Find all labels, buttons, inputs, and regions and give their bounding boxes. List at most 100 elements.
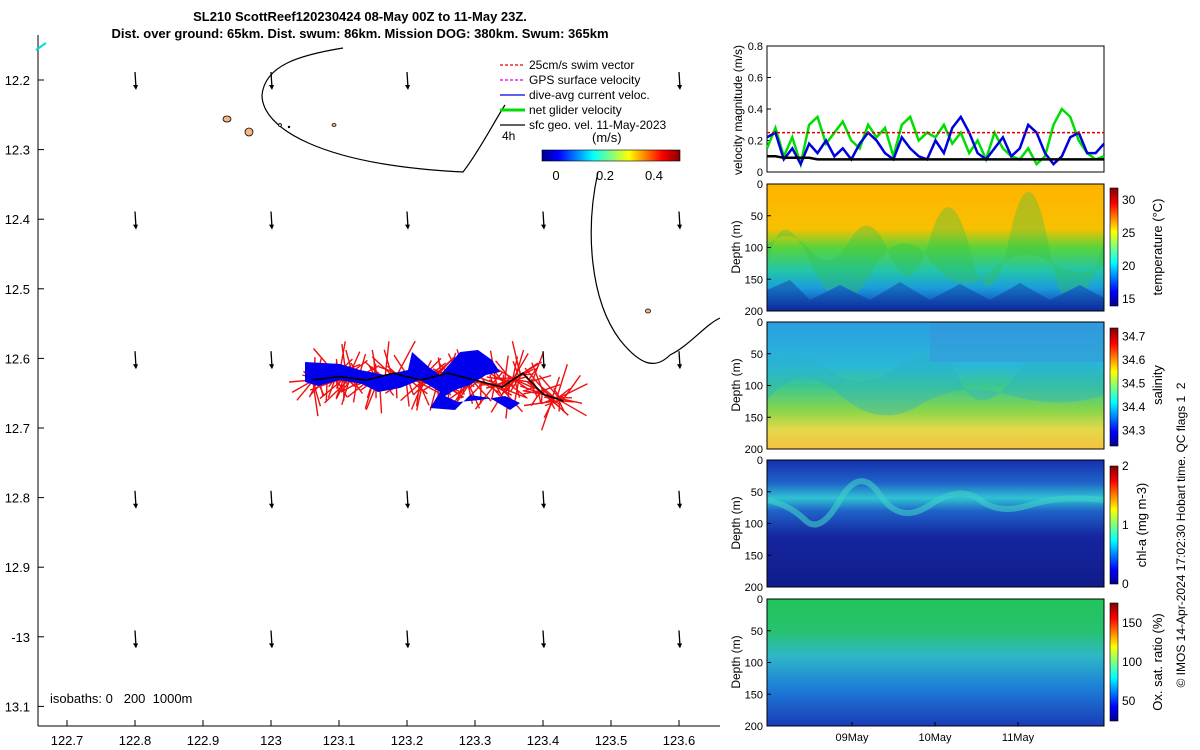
depth-tick-label: 50 (751, 487, 763, 499)
depth-tick-label: 200 (745, 582, 763, 594)
map-x-tick-label: 122.8 (119, 733, 152, 748)
map-x-tick-label: 123.4 (527, 733, 560, 748)
swim-vector (501, 374, 505, 388)
map-y-tick-label: 12.5 (5, 282, 30, 297)
temperature-colorbar (1109, 187, 1119, 307)
depth-ticks: 0501001502000501001502000501001502000501… (745, 179, 771, 733)
map-y-tick-label: 12.7 (5, 421, 30, 436)
glider-track (311, 372, 564, 402)
swim-vector (512, 361, 520, 377)
geo-vector-head (269, 224, 274, 230)
island (287, 125, 291, 129)
geo-vector-head (541, 643, 546, 649)
map-y-tick-label: 12.6 (5, 351, 30, 366)
time-tick-label: 11May (1002, 732, 1035, 744)
map-x-tick-label: 122.7 (51, 733, 84, 748)
map-y-tick-label: 12.9 (5, 560, 30, 575)
colorbar-tick: 0.2 (596, 168, 614, 183)
swim-vector (551, 376, 561, 398)
map-x-tick-label: 123.3 (459, 733, 492, 748)
geo-vector-head (541, 503, 546, 509)
dive-avg-current-area (305, 350, 520, 410)
swim-vector (519, 385, 544, 395)
swim-vector (524, 367, 550, 397)
swim-vector (479, 381, 482, 405)
colorbar-tick-label: 34.3 (1122, 424, 1146, 438)
colorbar-tick-label: 30 (1122, 193, 1136, 207)
velocity-lines (765, 106, 1105, 170)
chart-title: SL210 ScottReef120230424 08-May 00Z to 1… (0, 8, 720, 42)
legend-label: sfc geo. vel. 11-May-2023 (529, 118, 667, 132)
map-x-tick-label: 123.6 (663, 733, 696, 748)
map-chart: 12.212.312.412.512.612.712.812.9-1313.1 … (5, 35, 721, 748)
map-y-tick-label: 12.8 (5, 491, 30, 506)
geo-vector-head (133, 643, 138, 649)
swim-vector (557, 398, 565, 412)
colorbar-tick-label: 25 (1122, 226, 1136, 240)
colorbar-tick-label: 50 (1122, 694, 1136, 708)
salinity-heatmap (767, 322, 1104, 449)
colorbar-tick: 0 (552, 168, 559, 183)
velocity-y-label: velocity magnitude (m/s) (731, 45, 745, 175)
map-x-tick-label: 123 (260, 733, 282, 748)
map-y-tick-label: 12.3 (5, 143, 30, 158)
swim-vector (415, 379, 421, 407)
swim-vector (495, 378, 510, 387)
oxygen-cbar-label: Ox. sat. ratio (%) (1150, 613, 1165, 711)
right-panels: 0 0.2 0.4 0.6 0.8 velocity magnitude (m/s) 0… (729, 41, 1188, 744)
depth-tick-label: 150 (745, 550, 763, 562)
depth-tick-label: 100 (745, 658, 763, 670)
title-line-2: Dist. over ground: 65km. Dist. swum: 86k… (111, 26, 609, 41)
colorbar-tick-label: 34.7 (1122, 329, 1146, 343)
swim-vector (335, 377, 348, 400)
depth-tick-label: 150 (745, 412, 763, 424)
salinity-colorbar (1109, 327, 1119, 447)
depth-tick-label: 50 (751, 211, 763, 223)
colorbar-tick-label: 2 (1122, 459, 1129, 473)
geo-vector-head (677, 503, 682, 509)
legend-label: 25cm/s swim vector (529, 58, 634, 72)
legend-4h-label: 4h (502, 129, 515, 143)
depth-tick-label: 200 (745, 721, 763, 733)
swim-vector (503, 355, 509, 386)
time-tick-label: 10May (918, 732, 952, 744)
velocity-y-tick-label: 0.4 (748, 104, 763, 116)
swim-vector (540, 393, 543, 405)
isobaths-label: isobaths: 0 200 1000m (50, 691, 192, 706)
geo-vector-head (677, 85, 682, 90)
depth-tick-label: 150 (745, 689, 763, 701)
colorbar-tick-label: 15 (1122, 292, 1136, 306)
swim-vector (312, 379, 319, 417)
velocity-series-line (767, 155, 1104, 161)
temperature-texture (767, 191, 1104, 311)
swim-vector (491, 385, 496, 400)
isobath-east (590, 171, 721, 364)
map-x-ticks: 122.7 122.8 122.9 123 123.1 123.2 123.3 123.4 12… (51, 720, 696, 748)
swim-vector (523, 399, 562, 407)
velocity-series-line (765, 106, 1105, 170)
salinity-depth-label: Depth (m) (729, 358, 743, 411)
geo-velocity-vectors (133, 71, 682, 649)
island (244, 127, 254, 137)
legend-label: net glider velocity (529, 103, 622, 117)
colorbar-unit-label: (m/s) (592, 130, 622, 145)
time-ticks: 09May 10May 11May (835, 722, 1035, 744)
oxygen-depth-label: Depth (m) (729, 635, 743, 688)
map-x-tick-label: 123.5 (595, 733, 628, 748)
geo-vector-head (133, 503, 138, 509)
oxygen-heatmap (767, 599, 1104, 726)
map-y-tick-label: -13 (11, 630, 30, 645)
map-colorbar (541, 149, 681, 162)
swim-vector (545, 394, 569, 416)
temperature-cbar-label: temperature (°C) (1150, 199, 1165, 296)
colorbar-tick-label: 150 (1122, 616, 1142, 630)
map-x-tick-label: 122.9 (187, 733, 220, 748)
geo-vector-head (269, 643, 274, 649)
depth-tick-label: 200 (745, 444, 763, 456)
geo-vector-head (133, 224, 138, 230)
geo-vector-head (269, 364, 274, 370)
salinity-cbar-label: salinity (1150, 365, 1165, 405)
velocity-y-ticks: 0 0.2 0.4 0.6 0.8 (748, 41, 771, 179)
map-x-tick-label: 123.2 (391, 733, 424, 748)
